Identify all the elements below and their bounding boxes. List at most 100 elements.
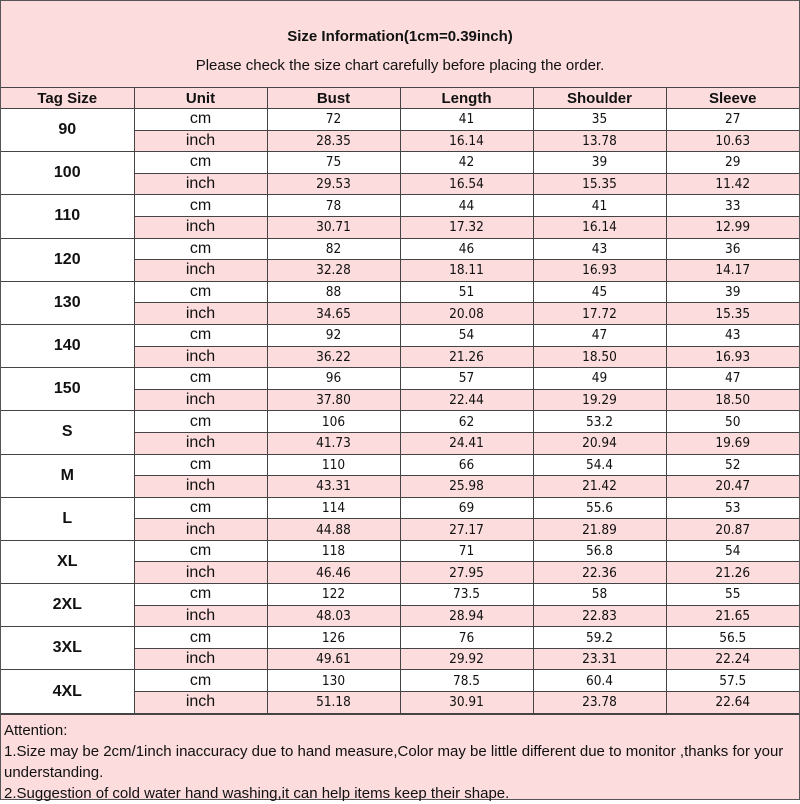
shoulder-cell: 49 [532, 367, 667, 390]
sleeve-cell: 15.35 [665, 302, 799, 325]
shoulder-cell: 56.8 [532, 539, 667, 563]
unit-cell: inch [133, 259, 268, 282]
sleeve-cell: 57.5 [665, 669, 799, 693]
shoulder-cell: 55.6 [532, 496, 667, 520]
bust-cell: 30.71 [266, 215, 401, 239]
table-row-inch: inch 49.61 29.92 23.31 22.24 [1, 647, 799, 671]
bust-cell: 36.22 [266, 345, 401, 369]
table-row-inch: inch 29.53 16.54 15.35 11.42 [1, 172, 799, 196]
sleeve-cell: 50 [665, 410, 799, 433]
table-row-inch: inch 48.03 28.94 22.83 21.65 [1, 604, 799, 628]
page-title: Size Information(1cm=0.39inch) [287, 28, 513, 45]
unit-cell: cm [133, 453, 268, 477]
shoulder-cell: 23.31 [532, 647, 667, 671]
unit-cell: cm [133, 583, 268, 606]
sleeve-cell: 36 [665, 237, 799, 261]
attention-note-1: 1.Size may be 2cm/1inch inaccuracy due t… [4, 743, 784, 781]
sleeve-cell: 10.63 [665, 129, 799, 153]
table-row-cm: 130 cm 88 51 45 39 [1, 280, 799, 325]
table-row-inch: inch 28.35 16.14 13.78 10.63 [1, 129, 799, 153]
bust-cell: 32.28 [266, 259, 401, 282]
sleeve-cell: 56.5 [665, 626, 799, 649]
sleeve-cell: 33 [665, 194, 799, 217]
unit-cell: inch [133, 604, 268, 628]
col-unit: Unit [133, 88, 268, 109]
sleeve-cell: 52 [665, 453, 799, 477]
sleeve-cell: 43 [665, 323, 799, 347]
unit-cell: cm [133, 151, 268, 174]
length-cell: 29.92 [399, 647, 534, 671]
table-row-cm: 120 cm 82 46 43 36 [1, 237, 799, 282]
length-cell: 44 [399, 194, 534, 217]
bust-cell: 72 [266, 108, 401, 131]
shoulder-cell: 17.72 [532, 302, 667, 325]
length-cell: 57 [399, 367, 534, 390]
length-cell: 42 [399, 151, 534, 174]
attention-heading: Attention: [4, 722, 68, 739]
sleeve-cell: 55 [665, 583, 799, 606]
sleeve-cell: 27 [665, 108, 799, 131]
bust-cell: 28.35 [266, 129, 401, 153]
shoulder-cell: 39 [532, 151, 667, 174]
bust-cell: 92 [266, 323, 401, 347]
bust-cell: 51.18 [266, 691, 401, 714]
unit-cell: inch [133, 691, 268, 714]
unit-cell: inch [133, 388, 268, 412]
sleeve-cell: 16.93 [665, 345, 799, 369]
table-row-inch: inch 37.80 22.44 19.29 18.50 [1, 388, 799, 412]
length-cell: 73.5 [399, 583, 534, 606]
bust-cell: 75 [266, 151, 401, 174]
bust-cell: 29.53 [266, 172, 401, 196]
length-cell: 24.41 [399, 431, 534, 455]
shoulder-cell: 58 [532, 583, 667, 606]
shoulder-cell: 18.50 [532, 345, 667, 369]
unit-cell: inch [133, 302, 268, 325]
bust-cell: 96 [266, 367, 401, 390]
unit-cell: inch [133, 561, 268, 585]
sleeve-cell: 29 [665, 151, 799, 174]
table-row-cm: 100 cm 75 42 39 29 [1, 151, 799, 196]
shoulder-cell: 60.4 [532, 669, 667, 693]
col-tag-size: Tag Size [1, 88, 135, 109]
tag-size-cell: 140 [1, 323, 135, 369]
sleeve-cell: 11.42 [665, 172, 799, 196]
bust-cell: 88 [266, 280, 401, 304]
bust-cell: 49.61 [266, 647, 401, 671]
bust-cell: 126 [266, 626, 401, 649]
bust-cell: 43.31 [266, 475, 401, 498]
table-row-cm: XL cm 118 71 56.8 54 [1, 539, 799, 585]
sleeve-cell: 20.87 [665, 518, 799, 541]
shoulder-cell: 16.93 [532, 259, 667, 282]
unit-cell: cm [133, 108, 268, 131]
length-cell: 62 [399, 410, 534, 433]
bust-cell: 46.46 [266, 561, 401, 585]
table-row-inch: inch 41.73 24.41 20.94 19.69 [1, 431, 799, 455]
unit-cell: cm [133, 539, 268, 563]
length-cell: 69 [399, 496, 534, 520]
unit-cell: inch [133, 345, 268, 369]
shoulder-cell: 23.78 [532, 691, 667, 714]
sleeve-cell: 19.69 [665, 431, 799, 455]
col-sleeve: Sleeve [665, 88, 799, 109]
bust-cell: 106 [266, 410, 401, 433]
unit-cell: cm [133, 280, 268, 304]
shoulder-cell: 59.2 [532, 626, 667, 649]
unit-cell: cm [133, 496, 268, 520]
bust-cell: 82 [266, 237, 401, 261]
size-table: Tag Size Unit Bust Length Shoulder Sleev… [1, 88, 799, 714]
sleeve-cell: 47 [665, 367, 799, 390]
tag-size-cell: 3XL [1, 626, 135, 671]
unit-cell: cm [133, 194, 268, 217]
table-row-cm: 3XL cm 126 76 59.2 56.5 [1, 626, 799, 671]
bust-cell: 114 [266, 496, 401, 520]
tag-size-cell: 100 [1, 151, 135, 196]
shoulder-cell: 13.78 [532, 129, 667, 153]
tag-size-cell: 90 [1, 107, 135, 153]
length-cell: 22.44 [399, 388, 534, 412]
attention-note-2: 2.Suggestion of cold water hand washing,… [4, 785, 510, 802]
table-row-cm: 4XL cm 130 78.5 60.4 57.5 [1, 669, 799, 714]
page-subtitle: Please check the size chart carefully be… [195, 57, 605, 74]
